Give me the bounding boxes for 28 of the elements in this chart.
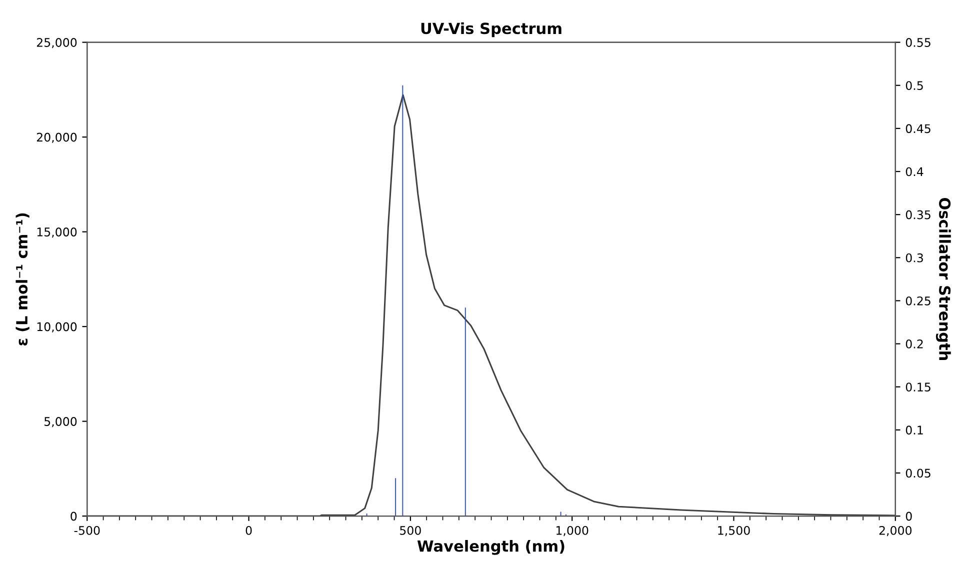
x-tick-label: 500 [400, 526, 421, 535]
y2-tick-label: 0.45 [906, 124, 930, 134]
y2-axis-title: Oscillator Strength [936, 198, 951, 360]
x-tick-label: 0 [246, 526, 252, 535]
x-axis-title: Wavelength (nm) [417, 540, 564, 555]
y-tick-label: 25,000 [36, 38, 77, 48]
y2-tick-label: 0.55 [906, 38, 930, 47]
y2-tick-label: 0.15 [906, 382, 930, 392]
x-tick-label: 1,000 [556, 526, 588, 536]
chart-title: UV-Vis Spectrum [421, 22, 562, 38]
y2-tick-label: 0.35 [906, 210, 930, 220]
y-tick-label: 5,000 [44, 417, 77, 428]
x-tick-label: -500 [74, 526, 100, 535]
y2-tick-label: 0.25 [906, 296, 930, 306]
y-tick-label: 10,000 [37, 322, 77, 332]
y-tick-label: 15,000 [37, 228, 77, 238]
y2-tick-label: 0.4 [906, 167, 924, 176]
x-tick-label: 2,000 [879, 526, 912, 536]
y2-tick-label: 0.1 [906, 426, 923, 435]
y2-tick-label: 0.3 [906, 253, 923, 262]
y2-tick-label: 0.05 [906, 468, 930, 478]
y2-tick-label: 0.2 [906, 340, 923, 348]
y2-tick-label: 0.5 [906, 81, 923, 90]
y2-tick-label: 0 [906, 512, 912, 521]
x-tick-label: 1,500 [718, 526, 750, 536]
y-axis-title: ε (L mol⁻¹ cm⁻¹) [16, 213, 30, 346]
y-tick-label: 0 [70, 512, 77, 521]
y-tick-label: 20,000 [36, 132, 77, 143]
